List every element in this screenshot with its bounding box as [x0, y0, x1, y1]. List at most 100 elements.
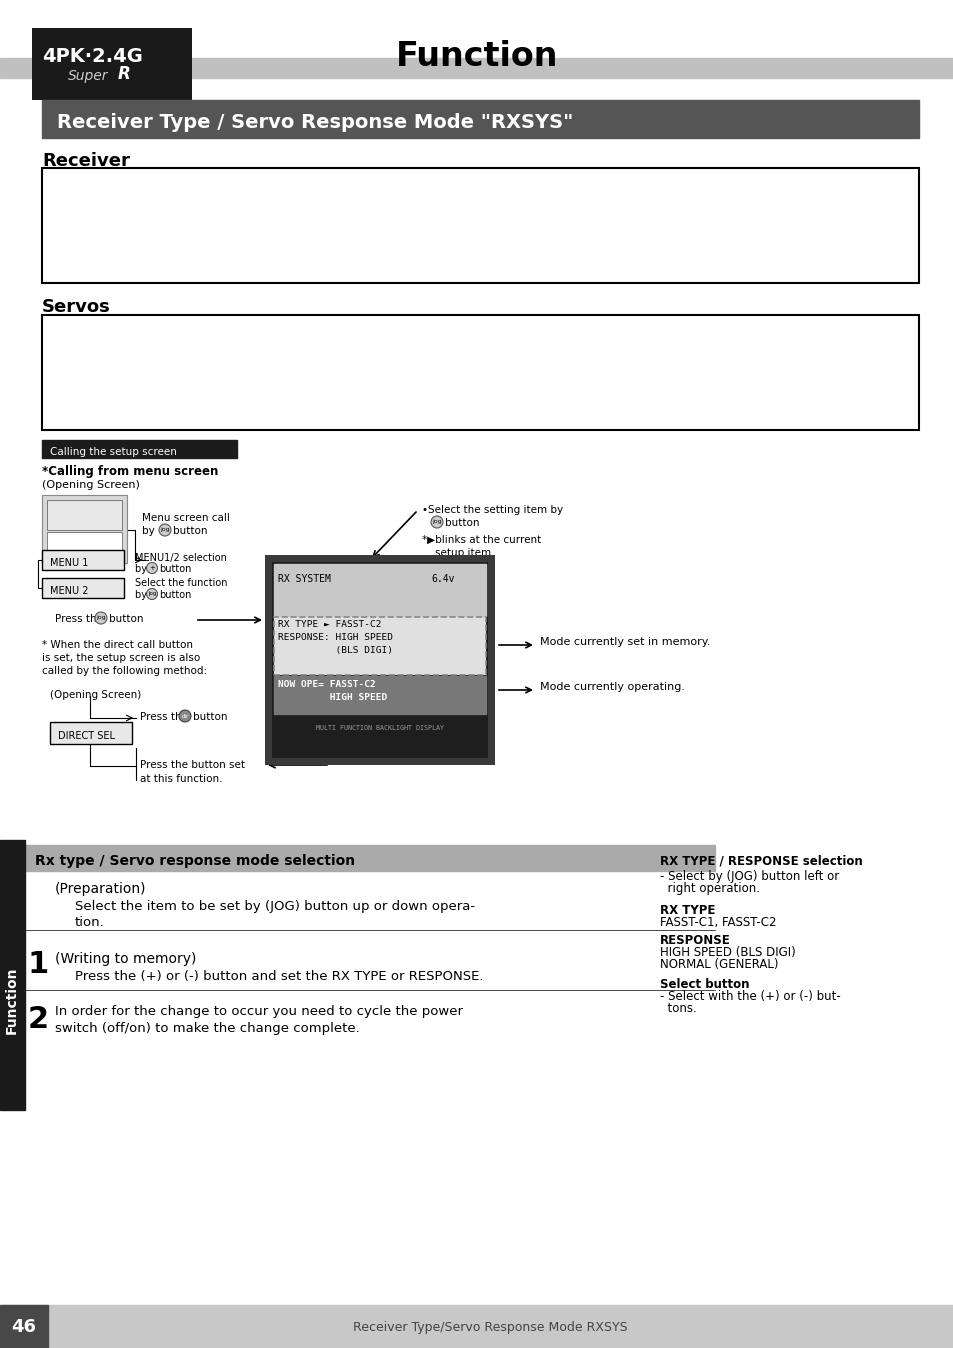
Bar [0, 840, 25, 1109]
Text: Press the: Press the [140, 712, 191, 723]
Bar [274, 675, 485, 714]
Text: HIGH SPEED: HIGH SPEED [277, 693, 387, 702]
Circle shape [159, 524, 171, 537]
Bar [272, 562, 488, 758]
Text: jog: jog [432, 519, 441, 524]
Text: MENU 1: MENU 1 [50, 558, 89, 568]
Text: Receiver Type/Servo Response Mode RXSYS: Receiver Type/Servo Response Mode RXSYS [353, 1321, 627, 1333]
Text: RESPONSE: RESPONSE [659, 934, 730, 948]
Text: * When the direct call button: * When the direct call button [42, 640, 193, 650]
Text: is set, the setup screen is also: is set, the setup screen is also [42, 652, 200, 663]
Text: Select the function: Select the function [135, 578, 227, 588]
Text: MENU 2: MENU 2 [50, 586, 89, 596]
Text: (Writing to memory): (Writing to memory) [55, 952, 196, 967]
Text: Calling the setup screen: Calling the setup screen [50, 448, 176, 457]
Text: button: button [159, 590, 192, 600]
Text: DIRECT SEL: DIRECT SEL [58, 731, 115, 741]
Bar [47, 532, 122, 558]
Text: Function: Function [395, 40, 558, 74]
Text: MENU1/2 selection: MENU1/2 selection [135, 553, 227, 563]
Text: Function: Function [5, 967, 19, 1034]
Bar [42, 168, 918, 283]
Bar [42, 578, 124, 599]
Bar [42, 315, 918, 430]
Bar [265, 555, 495, 766]
Bar [0, 1305, 48, 1348]
Bar [42, 495, 127, 563]
Bar [0, 58, 953, 78]
Text: *▶blinks at the current: *▶blinks at the current [421, 535, 540, 545]
Bar [42, 439, 236, 458]
Text: Super: Super [68, 69, 109, 84]
Bar [47, 500, 122, 530]
Text: by: by [135, 563, 150, 574]
Text: at this function.: at this function. [140, 774, 222, 785]
Text: FASST-C1, FASST-C2: FASST-C1, FASST-C2 [659, 917, 776, 929]
Text: Receiver: Receiver [42, 152, 130, 170]
Text: 4PK·2.4G: 4PK·2.4G [42, 47, 143, 66]
Text: by: by [135, 590, 150, 600]
Text: 1: 1 [28, 950, 50, 979]
Text: R: R [118, 65, 131, 84]
Text: •Select the setting item by: •Select the setting item by [421, 506, 562, 515]
Bar [274, 617, 485, 675]
Bar [42, 550, 124, 570]
Text: RESPONSE: HIGH SPEED: RESPONSE: HIGH SPEED [277, 634, 393, 642]
Text: button: button [159, 563, 192, 574]
Text: called by the following method:: called by the following method: [42, 666, 207, 675]
Circle shape [179, 710, 191, 723]
Text: RX TYPE ► FASST-C2: RX TYPE ► FASST-C2 [277, 620, 381, 630]
Text: - Select by (JOG) button left or: - Select by (JOG) button left or [659, 869, 839, 883]
Bar [274, 563, 485, 616]
Text: - Select with the (+) or (-) but-: - Select with the (+) or (-) but- [659, 989, 840, 1003]
Text: Mode currently set in memory.: Mode currently set in memory. [539, 638, 710, 647]
Circle shape [431, 516, 442, 528]
Text: MULTI FUNCTION BACKLIGHT DISPLAY: MULTI FUNCTION BACKLIGHT DISPLAY [315, 725, 443, 731]
Circle shape [147, 562, 157, 573]
Text: dir: dir [181, 713, 189, 718]
Text: Press the: Press the [55, 613, 106, 624]
Text: NOW OPE= FASST-C2: NOW OPE= FASST-C2 [277, 679, 375, 689]
Text: Select the item to be set by (JOG) button up or down opera-: Select the item to be set by (JOG) butto… [75, 900, 475, 913]
Bar [25, 845, 714, 871]
Text: button: button [109, 613, 143, 624]
Text: Press the (+) or (-) button and set the RX TYPE or RESPONSE.: Press the (+) or (-) button and set the … [75, 971, 483, 983]
Text: button: button [444, 518, 479, 528]
Bar [50, 723, 132, 744]
Text: Select button: Select button [659, 979, 749, 991]
Text: In order for the change to occur you need to cycle the power: In order for the change to occur you nee… [55, 1006, 462, 1018]
Text: (Opening Screen): (Opening Screen) [42, 480, 140, 491]
Text: (Opening Screen): (Opening Screen) [50, 690, 141, 700]
Text: button: button [172, 526, 208, 537]
Text: 6.4v: 6.4v [431, 574, 455, 584]
Text: button: button [193, 712, 227, 723]
Text: Menu screen call: Menu screen call [142, 514, 230, 523]
Text: switch (off/on) to make the change complete.: switch (off/on) to make the change compl… [55, 1022, 359, 1035]
Text: RX TYPE / RESPONSE selection: RX TYPE / RESPONSE selection [659, 855, 862, 868]
Text: jog: jog [96, 616, 106, 620]
Circle shape [147, 589, 157, 600]
Circle shape [95, 612, 107, 624]
Text: Press the button set: Press the button set [140, 760, 245, 770]
Text: Receiver Type / Servo Response Mode "RXSYS": Receiver Type / Servo Response Mode "RXS… [57, 112, 573, 132]
Text: RX SYSTEM: RX SYSTEM [277, 574, 331, 584]
Text: HIGH SPEED (BLS DIGI): HIGH SPEED (BLS DIGI) [659, 946, 795, 958]
Bar [0, 1305, 953, 1348]
Text: 46: 46 [11, 1318, 36, 1336]
Text: Rx type / Servo response mode selection: Rx type / Servo response mode selection [35, 855, 355, 868]
Text: (Preparation): (Preparation) [55, 882, 147, 896]
Text: RX TYPE: RX TYPE [659, 905, 715, 917]
Text: *Calling from menu screen: *Calling from menu screen [42, 465, 218, 479]
Text: jog: jog [160, 527, 170, 532]
Text: Servos: Servos [42, 298, 111, 315]
Text: +: + [149, 565, 154, 572]
Text: right operation.: right operation. [659, 882, 760, 895]
Text: tion.: tion. [75, 917, 105, 929]
Text: tons.: tons. [659, 1002, 696, 1015]
Text: setup item.: setup item. [435, 549, 494, 558]
Text: NORMAL (GENERAL): NORMAL (GENERAL) [659, 958, 778, 971]
Text: jog: jog [148, 592, 156, 597]
Bar [32, 28, 192, 100]
Text: (BLS DIGI): (BLS DIGI) [277, 646, 393, 655]
Text: Mode currently operating.: Mode currently operating. [539, 682, 684, 692]
